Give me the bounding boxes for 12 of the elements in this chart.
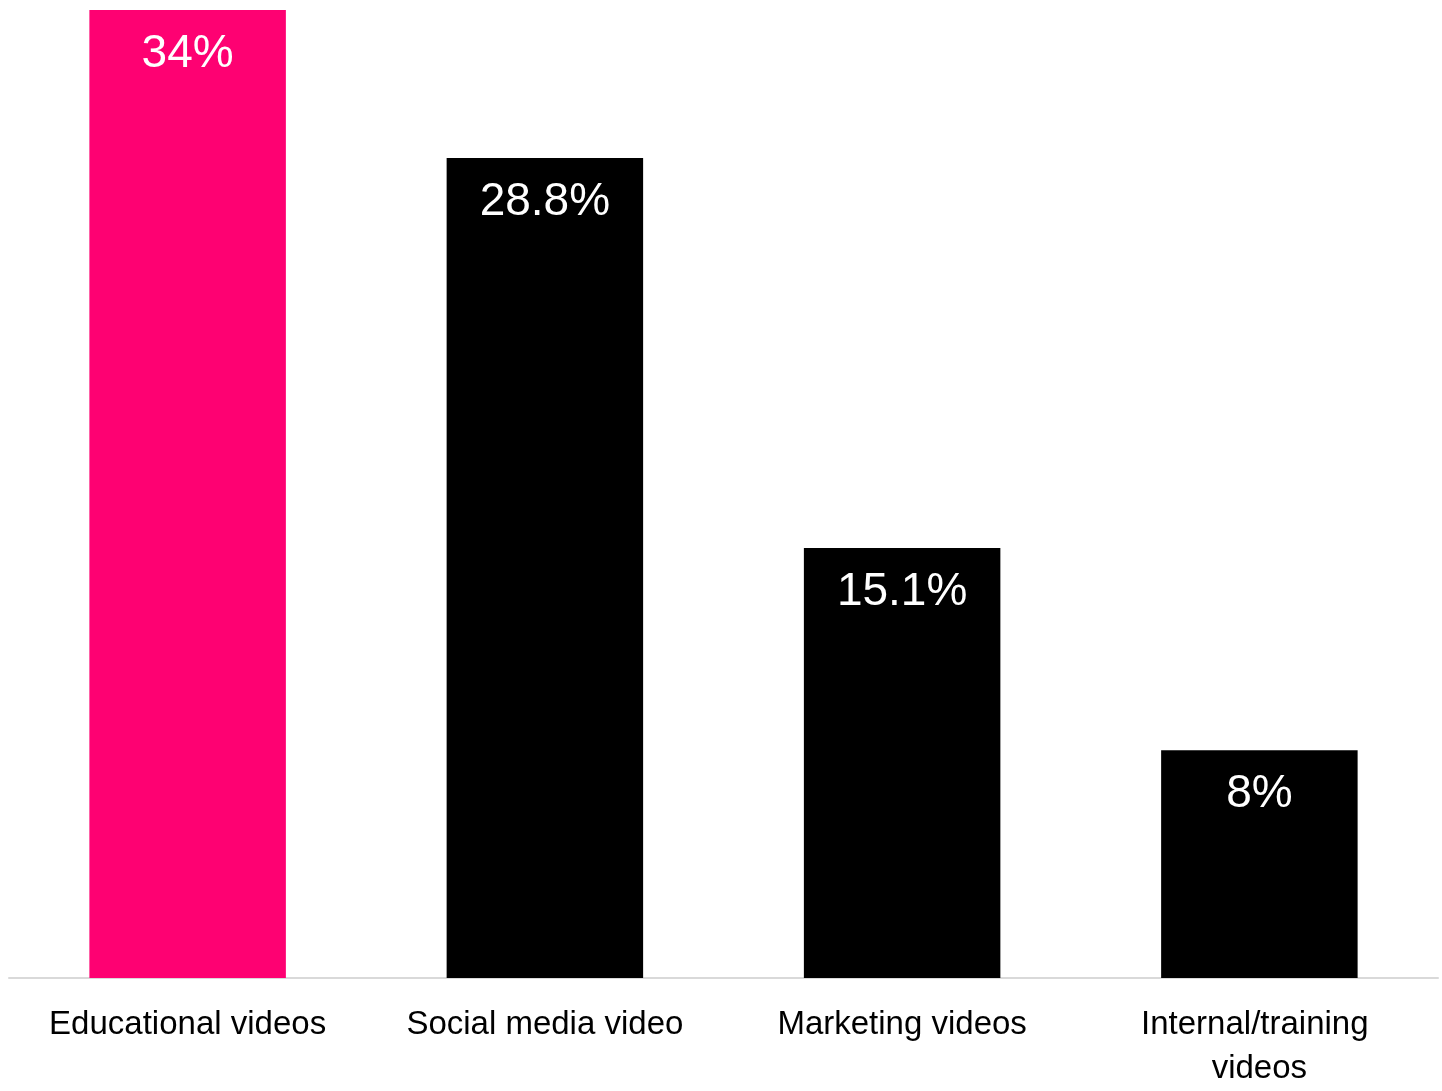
bar [1161,750,1358,978]
data-label: 8% [1226,765,1293,818]
x-tick-label: Internal/training videos [1141,1003,1378,1085]
x-tick-label: Educational videos [49,1003,327,1041]
x-tick-label: Social media video [406,1003,684,1041]
data-label: 34% [141,25,234,77]
bar [89,10,286,978]
bar [446,158,644,978]
x-tick-label: Marketing videos [777,1003,1027,1041]
data-label: 15.1% [836,563,968,616]
data-label: 28.8% [479,173,611,226]
bar [803,548,1001,978]
